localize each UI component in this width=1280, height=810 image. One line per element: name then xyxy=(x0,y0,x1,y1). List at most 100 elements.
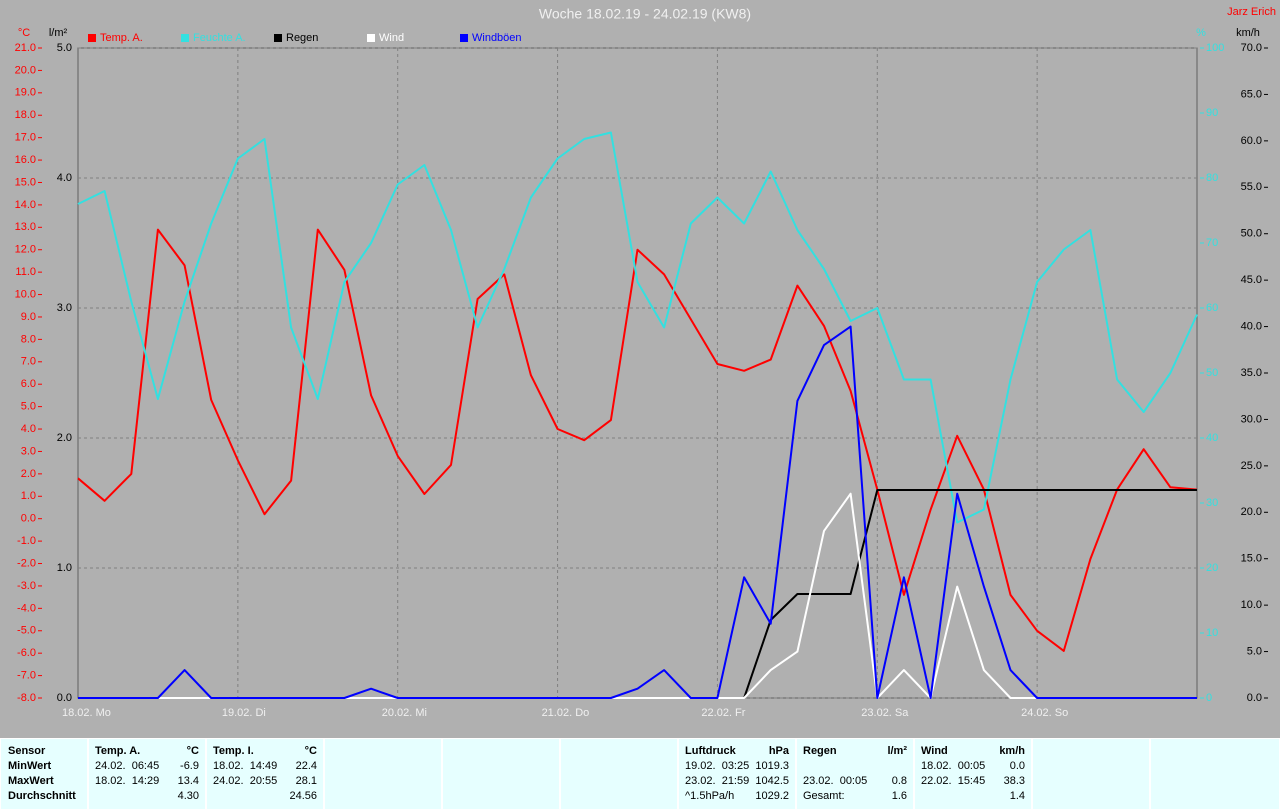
data-cell: Wind km/h 18.02. 00:05 0.0 22.02. 15:45 38.3 1… xyxy=(914,738,1032,810)
y-tick-label: 21.0 xyxy=(15,42,36,54)
cell-value: 24.56 xyxy=(289,790,317,802)
row-label: Sensor xyxy=(8,745,46,757)
y-tick-label: 1.0 xyxy=(21,490,36,502)
y3-tick-label: 50 xyxy=(1206,367,1218,379)
y2-unit: l/m² xyxy=(49,27,68,39)
y4-tick-label: 60.0 xyxy=(1241,135,1262,147)
empty-cell xyxy=(324,738,442,810)
y-tick-label: -4.0 xyxy=(17,602,36,614)
chart: Woche 18.02.19 - 24.02.19 (KW8) Jarz Eri… xyxy=(15,6,1276,719)
y4-unit: km/h xyxy=(1236,27,1260,39)
stats-table: Sensor MinWert MaxWert Durchschnitt Temp. A.… xyxy=(0,738,1280,810)
y-tick-label: -3.0 xyxy=(17,580,36,592)
column-unit: km/h xyxy=(999,745,1025,757)
x-tick-label: 18.02. Mo xyxy=(62,707,111,719)
author: Jarz Erich xyxy=(1227,6,1276,18)
row-label-cell: Sensor MinWert MaxWert Durchschnitt xyxy=(0,738,88,810)
y-tick-label: 0.0 xyxy=(21,513,36,525)
column-name: Temp. A. xyxy=(95,745,141,757)
y-unit: °C xyxy=(18,27,30,39)
legend-swatch xyxy=(88,34,96,42)
y-tick-label: 7.0 xyxy=(21,356,36,368)
cell-value: 22.4 xyxy=(295,760,317,772)
y3-unit: % xyxy=(1196,27,1206,39)
data-cell: Luftdruck hPa 19.02. 03:25 1019.3 23.02. 21:… xyxy=(678,738,796,810)
legend-label: Windböen xyxy=(472,32,522,44)
y-tick-label: -8.0 xyxy=(17,692,36,704)
y-tick-label: 14.0 xyxy=(15,199,36,211)
cell-time: 19.02. 03:25 xyxy=(685,760,750,772)
y4-tick-label: 10.0 xyxy=(1241,599,1262,611)
y-tick-label: 18.0 xyxy=(15,109,36,121)
data-cell: Temp. A. °C 24.02. 06:45 -6.9 18.02. 14:29 13… xyxy=(88,738,206,810)
x-tick-label: 19.02. Di xyxy=(222,707,266,719)
y-tick-label: -2.0 xyxy=(17,557,36,569)
data-cell: Regen l/m² 23.02. 00:05 0.8 Gesamt: 1.6 xyxy=(796,738,914,810)
legend-label: Wind xyxy=(379,32,404,44)
y-tick-label: 3.0 xyxy=(21,445,36,457)
y2-tick-label: 0.0 xyxy=(57,692,72,704)
cell-value: 1.4 xyxy=(1009,790,1025,802)
cell-value: 1019.3 xyxy=(755,760,789,772)
data-cell: Temp. I. °C 18.02. 14:49 22.4 24.02. 20:55 28… xyxy=(206,738,324,810)
legend-label: Regen xyxy=(286,32,318,44)
cell-value: 28.1 xyxy=(295,775,317,787)
empty-cell xyxy=(560,738,678,810)
cell-value: 4.30 xyxy=(177,790,199,802)
y-tick-label: 20.0 xyxy=(15,64,36,76)
column-unit: l/m² xyxy=(887,745,907,757)
column-unit: hPa xyxy=(768,745,789,757)
cell-value: 0.8 xyxy=(891,775,907,787)
y4-tick-label: 70.0 xyxy=(1241,42,1262,54)
y2-tick-label: 1.0 xyxy=(57,562,72,574)
y4-tick-label: 45.0 xyxy=(1241,274,1262,286)
cell-time: 24.02. 20:55 xyxy=(213,775,278,787)
cell-time: 24.02. 06:45 xyxy=(95,760,160,772)
legend-swatch xyxy=(460,34,468,42)
y-tick-label: -7.0 xyxy=(17,669,36,681)
y-tick-label: 10.0 xyxy=(15,288,36,300)
x-tick-label: 23.02. Sa xyxy=(861,707,909,719)
column-unit: °C xyxy=(186,745,199,757)
y3-tick-label: 10 xyxy=(1206,627,1218,639)
column-name: Luftdruck xyxy=(685,745,736,757)
x-tick-label: 24.02. So xyxy=(1021,707,1068,719)
series-line xyxy=(78,325,1197,699)
y-tick-label: 5.0 xyxy=(21,401,36,413)
y3-tick-label: 60 xyxy=(1206,302,1218,314)
cell-time: 18.02. 14:29 xyxy=(95,775,160,787)
column-name: Temp. I. xyxy=(213,745,254,757)
legend-label: Feuchte A. xyxy=(193,32,246,44)
y-tick-label: 4.0 xyxy=(21,423,36,435)
y-tick-label: 15.0 xyxy=(15,176,36,188)
series-line xyxy=(77,131,1198,524)
y-tick-label: 16.0 xyxy=(15,154,36,166)
y-tick-label: -1.0 xyxy=(17,535,36,547)
y3-tick-label: 80 xyxy=(1206,172,1218,184)
y3-tick-label: 20 xyxy=(1206,562,1218,574)
cell-time: ^1.5hPa/h xyxy=(685,790,735,802)
empty-cell xyxy=(1150,738,1280,810)
x-tick-label: 20.02. Mi xyxy=(382,707,427,719)
plot-area xyxy=(77,47,1198,699)
y4-tick-label: 20.0 xyxy=(1241,506,1262,518)
x-tick-label: 22.02. Fr xyxy=(701,707,745,719)
y4-tick-label: 25.0 xyxy=(1241,460,1262,472)
empty-cell xyxy=(1032,738,1150,810)
y-tick-label: 12.0 xyxy=(15,244,36,256)
cell-value: 0.0 xyxy=(1009,760,1025,772)
cell-time: 22.02. 15:45 xyxy=(921,775,986,787)
y4-tick-label: 5.0 xyxy=(1247,645,1262,657)
y2-tick-label: 2.0 xyxy=(57,432,72,444)
column-name: Wind xyxy=(921,745,948,757)
cell-time: 18.02. 14:49 xyxy=(213,760,278,772)
y-tick-label: 6.0 xyxy=(21,378,36,390)
legend-swatch xyxy=(181,34,189,42)
y4-tick-label: 35.0 xyxy=(1241,367,1262,379)
y-tick-label: -6.0 xyxy=(17,647,36,659)
cell-value: 1.6 xyxy=(891,790,907,802)
y-tick-label: 9.0 xyxy=(21,311,36,323)
cell-value: -6.9 xyxy=(180,760,199,772)
empty-cell xyxy=(442,738,560,810)
